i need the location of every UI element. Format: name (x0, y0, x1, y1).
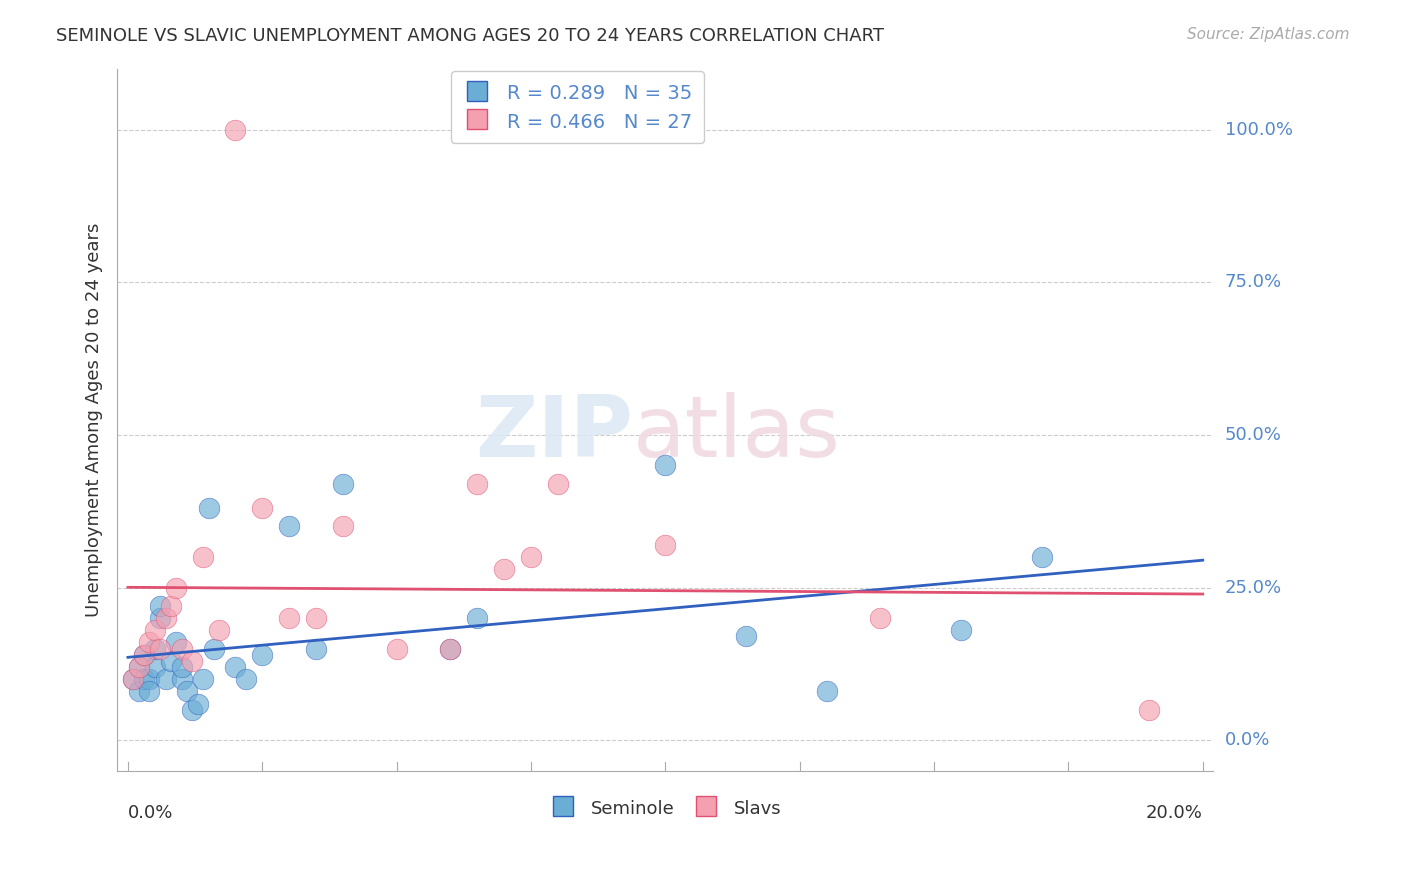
Point (160, 654, 183, 668)
Point (439, 641, 461, 656)
Point (208, 624, 231, 638)
Point (176, 684, 198, 698)
Point (143, 660, 166, 674)
Text: ZIP: ZIP (475, 392, 633, 475)
Point (465, 611, 488, 625)
Point (132, 672, 155, 686)
Point (143, 624, 166, 638)
Point (187, 697, 209, 711)
Point (520, 549, 543, 564)
Point (949, 624, 972, 638)
Point (305, 641, 328, 656)
Point (735, 629, 758, 643)
Text: 0.0%: 0.0% (1225, 731, 1270, 749)
Legend: Seminole, Slavs: Seminole, Slavs (541, 791, 789, 825)
Point (155, 611, 177, 625)
Point (132, 648, 155, 662)
Point (869, 611, 891, 625)
Text: 25.0%: 25.0% (1225, 579, 1282, 597)
Point (143, 641, 166, 656)
Point (138, 635, 160, 649)
Point (155, 672, 177, 686)
Point (654, 458, 676, 473)
Point (193, 672, 215, 686)
Point (1031, 549, 1053, 564)
Point (1137, 703, 1160, 717)
Point (439, 641, 461, 656)
Point (465, 476, 488, 491)
Point (122, 672, 145, 686)
Point (181, 654, 204, 668)
Text: atlas: atlas (633, 392, 841, 475)
Point (128, 684, 150, 698)
Point (224, 122, 246, 136)
Text: 50.0%: 50.0% (1225, 425, 1281, 444)
Point (132, 648, 155, 662)
Text: 75.0%: 75.0% (1225, 273, 1282, 291)
Text: 0.0%: 0.0% (128, 805, 173, 822)
Point (224, 660, 246, 674)
Point (332, 519, 354, 533)
Point (193, 549, 215, 564)
Point (170, 672, 193, 686)
Point (128, 660, 150, 674)
Point (278, 611, 301, 625)
Point (170, 641, 193, 656)
Point (654, 538, 676, 552)
Point (149, 641, 172, 656)
Point (305, 611, 328, 625)
Point (547, 476, 569, 491)
Point (815, 684, 838, 698)
Point (197, 501, 219, 516)
Text: Source: ZipAtlas.com: Source: ZipAtlas.com (1187, 27, 1350, 42)
Point (252, 501, 274, 516)
Point (128, 660, 150, 674)
Text: 100.0%: 100.0% (1225, 120, 1292, 138)
Point (202, 641, 225, 656)
Point (138, 672, 160, 686)
Point (385, 641, 408, 656)
Point (160, 599, 183, 613)
Point (149, 599, 172, 613)
Text: SEMINOLE VS SLAVIC UNEMPLOYMENT AMONG AGES 20 TO 24 YEARS CORRELATION CHART: SEMINOLE VS SLAVIC UNEMPLOYMENT AMONG AG… (56, 27, 884, 45)
Point (149, 611, 172, 625)
Point (138, 684, 160, 698)
Point (332, 476, 354, 491)
Point (170, 660, 193, 674)
Point (165, 581, 187, 595)
Point (181, 703, 204, 717)
Point (252, 648, 274, 662)
Y-axis label: Unemployment Among Ages 20 to 24 years: Unemployment Among Ages 20 to 24 years (86, 222, 103, 616)
Text: 20.0%: 20.0% (1146, 805, 1202, 822)
Point (122, 672, 145, 686)
Point (278, 519, 301, 533)
Point (235, 672, 257, 686)
Point (165, 635, 187, 649)
Point (494, 562, 516, 576)
